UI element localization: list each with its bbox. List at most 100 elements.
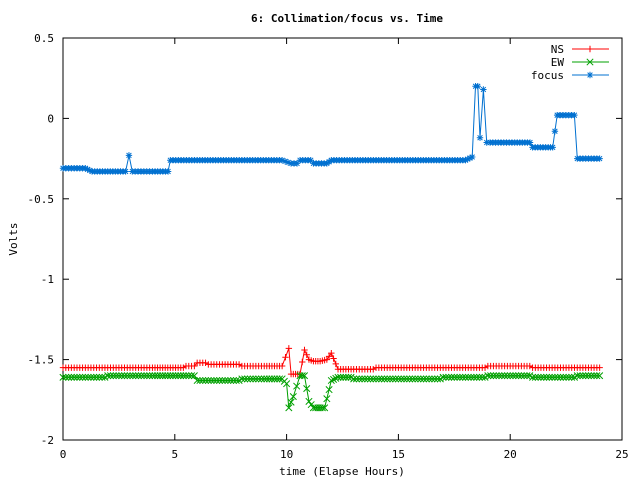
series-layer <box>59 83 604 412</box>
data-point-ew <box>378 375 386 383</box>
data-point-ew <box>428 375 436 383</box>
data-point-ew <box>146 372 154 380</box>
data-point-ew <box>520 372 528 380</box>
data-point-focus <box>278 157 286 164</box>
data-point-ns <box>596 364 603 371</box>
series-focus <box>59 83 603 175</box>
data-point-ew <box>397 375 405 383</box>
data-point-ew <box>156 372 164 380</box>
data-point-ew <box>442 373 450 381</box>
data-point-ew <box>450 373 458 381</box>
data-point-ew <box>573 372 581 380</box>
data-point-ew <box>559 373 567 381</box>
data-point-ew <box>174 372 182 380</box>
data-point-ew <box>375 375 383 383</box>
data-point-ew <box>283 380 291 388</box>
data-point-ew <box>73 373 81 381</box>
data-point-ew <box>484 372 492 380</box>
data-point-ew <box>344 373 353 381</box>
data-point-ew <box>307 401 315 409</box>
data-point-ew <box>339 373 347 381</box>
data-point-focus <box>483 139 490 146</box>
x-tick-label: 25 <box>615 448 628 461</box>
data-point-ew <box>369 375 377 383</box>
data-point-ew <box>67 373 75 381</box>
data-point-ew <box>123 372 131 380</box>
data-point-ew <box>540 373 548 381</box>
data-point-focus <box>466 154 474 162</box>
data-point-ew <box>188 372 196 380</box>
data-point-ew <box>265 375 273 383</box>
data-point-ew <box>537 373 545 381</box>
data-point-ew <box>241 375 249 383</box>
data-point-ew <box>584 372 593 380</box>
data-point-ew <box>439 373 447 381</box>
data-point-ew <box>161 372 169 380</box>
data-point-ew <box>523 372 531 380</box>
data-point-ew <box>579 372 587 380</box>
data-point-ew <box>350 375 358 383</box>
data-point-ew <box>260 375 268 383</box>
data-point-ew <box>582 372 590 380</box>
data-point-ew <box>556 373 565 381</box>
data-point-ew <box>59 373 67 381</box>
data-point-ns <box>282 353 289 361</box>
data-point-ew <box>166 372 174 380</box>
data-point-ew <box>531 373 539 381</box>
legend-label-ns: NS <box>551 43 564 56</box>
data-point-focus <box>480 86 487 93</box>
data-point-ew <box>70 373 78 381</box>
data-point-ew <box>366 375 375 383</box>
data-point-ew <box>383 375 391 383</box>
data-point-ew <box>334 373 342 381</box>
data-point-ew <box>318 404 326 412</box>
data-point-ew <box>276 375 284 383</box>
data-point-ew <box>257 375 265 383</box>
data-point-ew <box>420 375 428 383</box>
data-point-ns <box>303 351 310 358</box>
data-point-ew <box>118 372 126 380</box>
data-point-ew <box>503 372 511 380</box>
data-point-ns <box>323 356 331 363</box>
data-point-ew <box>414 375 422 383</box>
legend-label-focus: focus <box>531 69 564 82</box>
data-point-ew <box>169 372 177 380</box>
data-point-ew <box>87 373 95 381</box>
data-point-ew <box>492 372 500 380</box>
data-point-ns <box>235 361 243 368</box>
data-point-ew <box>182 372 190 380</box>
data-point-focus <box>596 155 603 162</box>
data-point-focus <box>284 159 292 166</box>
data-point-ew <box>196 376 204 385</box>
data-point-ew <box>81 373 89 381</box>
data-point-focus <box>86 167 94 174</box>
data-point-ew <box>467 373 475 381</box>
data-point-ew <box>232 376 240 385</box>
data-point-ew <box>456 373 464 381</box>
data-point-ew <box>95 373 103 381</box>
data-point-ew <box>473 373 481 381</box>
data-point-ew <box>562 373 570 381</box>
data-point-ew <box>590 372 598 380</box>
data-point-ew <box>287 398 295 406</box>
data-point-ew <box>431 375 439 383</box>
data-point-focus <box>281 158 289 165</box>
data-point-ew <box>255 375 263 383</box>
data-point-ew <box>542 373 551 381</box>
data-point-ew <box>459 373 467 381</box>
data-point-ew <box>305 397 313 405</box>
data-point-ew <box>153 372 162 380</box>
data-point-focus <box>293 160 301 167</box>
data-point-ew <box>596 372 604 380</box>
data-point-ew <box>238 375 246 383</box>
data-point-ew <box>300 372 309 380</box>
data-point-ew <box>325 386 333 394</box>
data-point-ew <box>587 372 595 380</box>
data-point-ew <box>76 373 84 381</box>
data-point-ew <box>84 373 92 381</box>
data-point-ew <box>221 376 229 385</box>
data-point-focus <box>551 128 559 135</box>
y-tick-label: 0 <box>47 112 54 125</box>
x-tick-label: 5 <box>171 448 178 461</box>
data-point-focus <box>571 111 578 119</box>
